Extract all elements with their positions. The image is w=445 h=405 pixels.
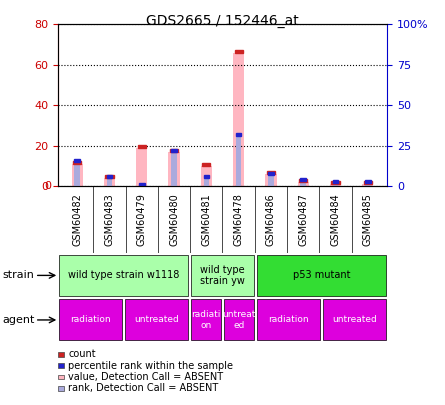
Text: GSM60479: GSM60479	[137, 193, 147, 246]
Text: GSM60483: GSM60483	[105, 193, 114, 246]
Bar	[191, 255, 254, 296]
Text: GSM60478: GSM60478	[234, 193, 244, 246]
Bar	[203, 175, 209, 178]
Bar	[170, 149, 178, 152]
Text: GSM60481: GSM60481	[201, 193, 211, 246]
Text: percentile rank within the sample: percentile rank within the sample	[68, 361, 233, 371]
Bar	[257, 255, 386, 296]
Bar	[59, 299, 122, 341]
Text: 0: 0	[44, 181, 51, 191]
Bar	[201, 166, 212, 186]
Text: strain: strain	[2, 271, 34, 280]
Text: GSM60482: GSM60482	[72, 193, 82, 246]
Text: GSM60480: GSM60480	[169, 193, 179, 246]
Bar	[138, 145, 146, 148]
Bar	[362, 184, 373, 186]
Bar	[202, 163, 210, 166]
Text: radiati
on: radiati on	[191, 310, 221, 330]
Bar	[171, 152, 177, 186]
Bar	[257, 299, 320, 341]
Bar	[59, 255, 188, 296]
Bar	[236, 133, 242, 136]
Bar	[300, 178, 306, 181]
Text: GSM60486: GSM60486	[266, 193, 276, 246]
Bar	[125, 299, 188, 341]
Bar	[300, 181, 306, 186]
Text: wild type strain w1118: wild type strain w1118	[68, 271, 179, 280]
Bar	[74, 159, 80, 162]
Bar	[265, 174, 277, 186]
Text: untreated: untreated	[332, 315, 376, 324]
Text: GSM60485: GSM60485	[363, 193, 373, 246]
Bar	[191, 299, 221, 341]
Text: radiation: radiation	[70, 315, 111, 324]
Text: GDS2665 / 152446_at: GDS2665 / 152446_at	[146, 14, 299, 28]
Text: rank, Detection Call = ABSENT: rank, Detection Call = ABSENT	[68, 384, 218, 393]
Bar	[236, 136, 242, 186]
Bar	[323, 299, 386, 341]
Bar	[235, 49, 243, 53]
Bar	[74, 162, 80, 186]
Bar	[107, 175, 112, 178]
Bar	[203, 178, 209, 186]
Text: GSM60487: GSM60487	[298, 193, 308, 246]
Bar	[333, 180, 338, 183]
Text: value, Detection Call = ABSENT: value, Detection Call = ABSENT	[68, 372, 223, 382]
Bar	[299, 179, 307, 182]
Bar	[333, 183, 338, 186]
Bar	[365, 183, 371, 186]
Text: GSM60484: GSM60484	[331, 193, 340, 246]
Bar	[298, 182, 309, 186]
Text: untreated: untreated	[134, 315, 179, 324]
Bar	[330, 184, 341, 186]
Bar	[268, 175, 274, 186]
Bar	[168, 152, 180, 186]
Bar	[332, 181, 340, 184]
Bar	[268, 172, 274, 175]
Bar	[233, 53, 244, 186]
Text: count: count	[68, 350, 96, 359]
Bar	[73, 161, 81, 164]
Bar	[105, 175, 113, 178]
Bar	[139, 183, 145, 186]
Text: p53 mutant: p53 mutant	[292, 271, 350, 280]
Bar	[171, 149, 177, 152]
Text: wild type
strain yw: wild type strain yw	[200, 264, 245, 286]
Bar	[107, 178, 112, 186]
Text: agent: agent	[2, 315, 35, 325]
Bar	[72, 164, 83, 186]
Bar	[364, 181, 372, 184]
Bar	[104, 178, 115, 186]
Text: untreat
ed: untreat ed	[222, 310, 255, 330]
Bar	[136, 148, 147, 186]
Text: radiation: radiation	[268, 315, 309, 324]
Bar	[267, 171, 275, 174]
Bar	[365, 180, 371, 183]
Bar	[224, 299, 254, 341]
